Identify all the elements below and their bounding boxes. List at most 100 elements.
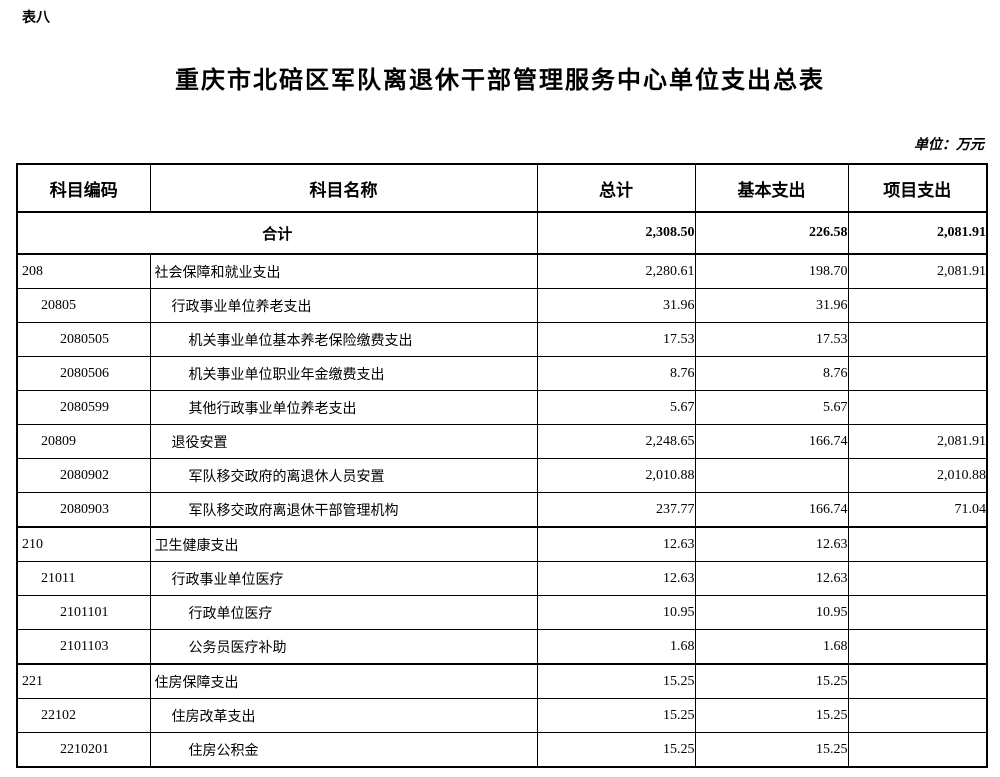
cell-subject-name: 住房改革支出 <box>149 698 538 733</box>
cell-subject-name: 卫生健康支出 <box>149 526 538 562</box>
table-row: 221 住房保障支出 15.25 15.25 <box>16 663 988 699</box>
cell-total: 2,248.65 <box>536 424 696 459</box>
cell-subject-name: 行政事业单位医疗 <box>149 561 538 596</box>
cell-subject-name: 机关事业单位基本养老保险缴费支出 <box>149 322 538 357</box>
cell-subject-name: 军队移交政府的离退休人员安置 <box>149 458 538 493</box>
cell-basic-expenditure: 15.25 <box>694 663 849 699</box>
cell-basic-expenditure: 1.68 <box>694 629 849 665</box>
cell-subject-code: 20805 <box>16 288 151 323</box>
header-row: 科目编码 科目名称 总计 基本支出 项目支出 <box>16 163 988 213</box>
cell-subject-code: 2080506 <box>16 356 151 391</box>
total-row-label: 合计 <box>16 211 538 255</box>
cell-subject-code: 20809 <box>16 424 151 459</box>
cell-subject-name: 机关事业单位职业年金缴费支出 <box>149 356 538 391</box>
cell-total: 5.67 <box>536 390 696 425</box>
cell-basic-expenditure: 15.25 <box>694 732 849 768</box>
cell-project-expenditure <box>847 356 988 391</box>
total-row: 合计 2,308.50 226.58 2,081.91 <box>16 211 988 255</box>
total-row-total: 2,308.50 <box>536 211 696 255</box>
column-header-basic-expenditure: 基本支出 <box>694 163 849 213</box>
cell-project-expenditure <box>847 390 988 425</box>
table-row: 2080903 军队移交政府离退休干部管理机构 237.77 166.74 71… <box>16 492 988 528</box>
cell-subject-name: 公务员医疗补助 <box>149 629 538 665</box>
cell-total: 2,010.88 <box>536 458 696 493</box>
cell-project-expenditure <box>847 732 988 768</box>
table-row: 2101101 行政单位医疗 10.95 10.95 <box>16 595 988 630</box>
table-row: 22102 住房改革支出 15.25 15.25 <box>16 698 988 733</box>
cell-total: 31.96 <box>536 288 696 323</box>
cell-subject-code: 210 <box>16 526 151 562</box>
cell-subject-code: 208 <box>16 253 151 289</box>
unit-note: 单位：万元 <box>914 138 984 153</box>
table-number-label: 表八 <box>22 11 50 26</box>
cell-total: 8.76 <box>536 356 696 391</box>
cell-subject-code: 2210201 <box>16 732 151 768</box>
cell-subject-code: 2080902 <box>16 458 151 493</box>
cell-basic-expenditure: 12.63 <box>694 561 849 596</box>
cell-basic-expenditure: 5.67 <box>694 390 849 425</box>
cell-total: 12.63 <box>536 561 696 596</box>
cell-project-expenditure <box>847 698 988 733</box>
cell-subject-code: 2101101 <box>16 595 151 630</box>
cell-project-expenditure: 2,010.88 <box>847 458 988 493</box>
page-title: 重庆市北碚区军队离退休干部管理服务中心单位支出总表 <box>175 67 825 94</box>
cell-subject-name: 行政单位医疗 <box>149 595 538 630</box>
cell-basic-expenditure: 12.63 <box>694 526 849 562</box>
table-row: 20809 退役安置 2,248.65 166.74 2,081.91 <box>16 424 988 459</box>
cell-project-expenditure: 71.04 <box>847 492 988 528</box>
cell-project-expenditure <box>847 288 988 323</box>
cell-project-expenditure <box>847 561 988 596</box>
table-row: 2080599 其他行政事业单位养老支出 5.67 5.67 <box>16 390 988 425</box>
cell-total: 12.63 <box>536 526 696 562</box>
cell-basic-expenditure: 10.95 <box>694 595 849 630</box>
cell-subject-name: 退役安置 <box>149 424 538 459</box>
table-row: 2210201 住房公积金 15.25 15.25 <box>16 732 988 768</box>
cell-project-expenditure <box>847 629 988 665</box>
cell-project-expenditure: 2,081.91 <box>847 424 988 459</box>
cell-total: 1.68 <box>536 629 696 665</box>
cell-subject-name: 其他行政事业单位养老支出 <box>149 390 538 425</box>
total-row-project: 2,081.91 <box>847 211 988 255</box>
cell-project-expenditure <box>847 663 988 699</box>
table-body: 208 社会保障和就业支出 2,280.61 198.70 2,081.91 2… <box>16 253 988 768</box>
table-row: 2080505 机关事业单位基本养老保险缴费支出 17.53 17.53 <box>16 322 988 357</box>
cell-subject-code: 22102 <box>16 698 151 733</box>
cell-subject-name: 行政事业单位养老支出 <box>149 288 538 323</box>
cell-total: 237.77 <box>536 492 696 528</box>
cell-total: 2,280.61 <box>536 253 696 289</box>
cell-total: 10.95 <box>536 595 696 630</box>
table-row: 21011 行政事业单位医疗 12.63 12.63 <box>16 561 988 596</box>
column-header-subject-name: 科目名称 <box>149 163 538 213</box>
cell-total: 15.25 <box>536 663 696 699</box>
cell-subject-name: 住房保障支出 <box>149 663 538 699</box>
cell-total: 15.25 <box>536 732 696 768</box>
cell-subject-name: 住房公积金 <box>149 732 538 768</box>
column-header-subject-code: 科目编码 <box>16 163 151 213</box>
cell-project-expenditure: 2,081.91 <box>847 253 988 289</box>
cell-subject-code: 21011 <box>16 561 151 596</box>
cell-basic-expenditure: 8.76 <box>694 356 849 391</box>
cell-basic-expenditure <box>694 458 849 493</box>
cell-subject-code: 2080505 <box>16 322 151 357</box>
cell-basic-expenditure: 17.53 <box>694 322 849 357</box>
cell-project-expenditure <box>847 595 988 630</box>
cell-subject-name: 社会保障和就业支出 <box>149 253 538 289</box>
column-header-total: 总计 <box>536 163 696 213</box>
cell-subject-code: 221 <box>16 663 151 699</box>
cell-subject-code: 2101103 <box>16 629 151 665</box>
cell-basic-expenditure: 166.74 <box>694 424 849 459</box>
cell-basic-expenditure: 198.70 <box>694 253 849 289</box>
table-row: 2080902 军队移交政府的离退休人员安置 2,010.88 2,010.88 <box>16 458 988 493</box>
column-header-project-expenditure: 项目支出 <box>847 163 988 213</box>
cell-project-expenditure <box>847 526 988 562</box>
cell-total: 17.53 <box>536 322 696 357</box>
cell-project-expenditure <box>847 322 988 357</box>
table-row: 208 社会保障和就业支出 2,280.61 198.70 2,081.91 <box>16 253 988 289</box>
table-row: 20805 行政事业单位养老支出 31.96 31.96 <box>16 288 988 323</box>
cell-basic-expenditure: 15.25 <box>694 698 849 733</box>
table-row: 210 卫生健康支出 12.63 12.63 <box>16 526 988 562</box>
cell-basic-expenditure: 31.96 <box>694 288 849 323</box>
expenditure-summary-table: 科目编码 科目名称 总计 基本支出 项目支出 合计 2,308.50 226.5… <box>16 163 988 768</box>
cell-subject-name: 军队移交政府离退休干部管理机构 <box>149 492 538 528</box>
